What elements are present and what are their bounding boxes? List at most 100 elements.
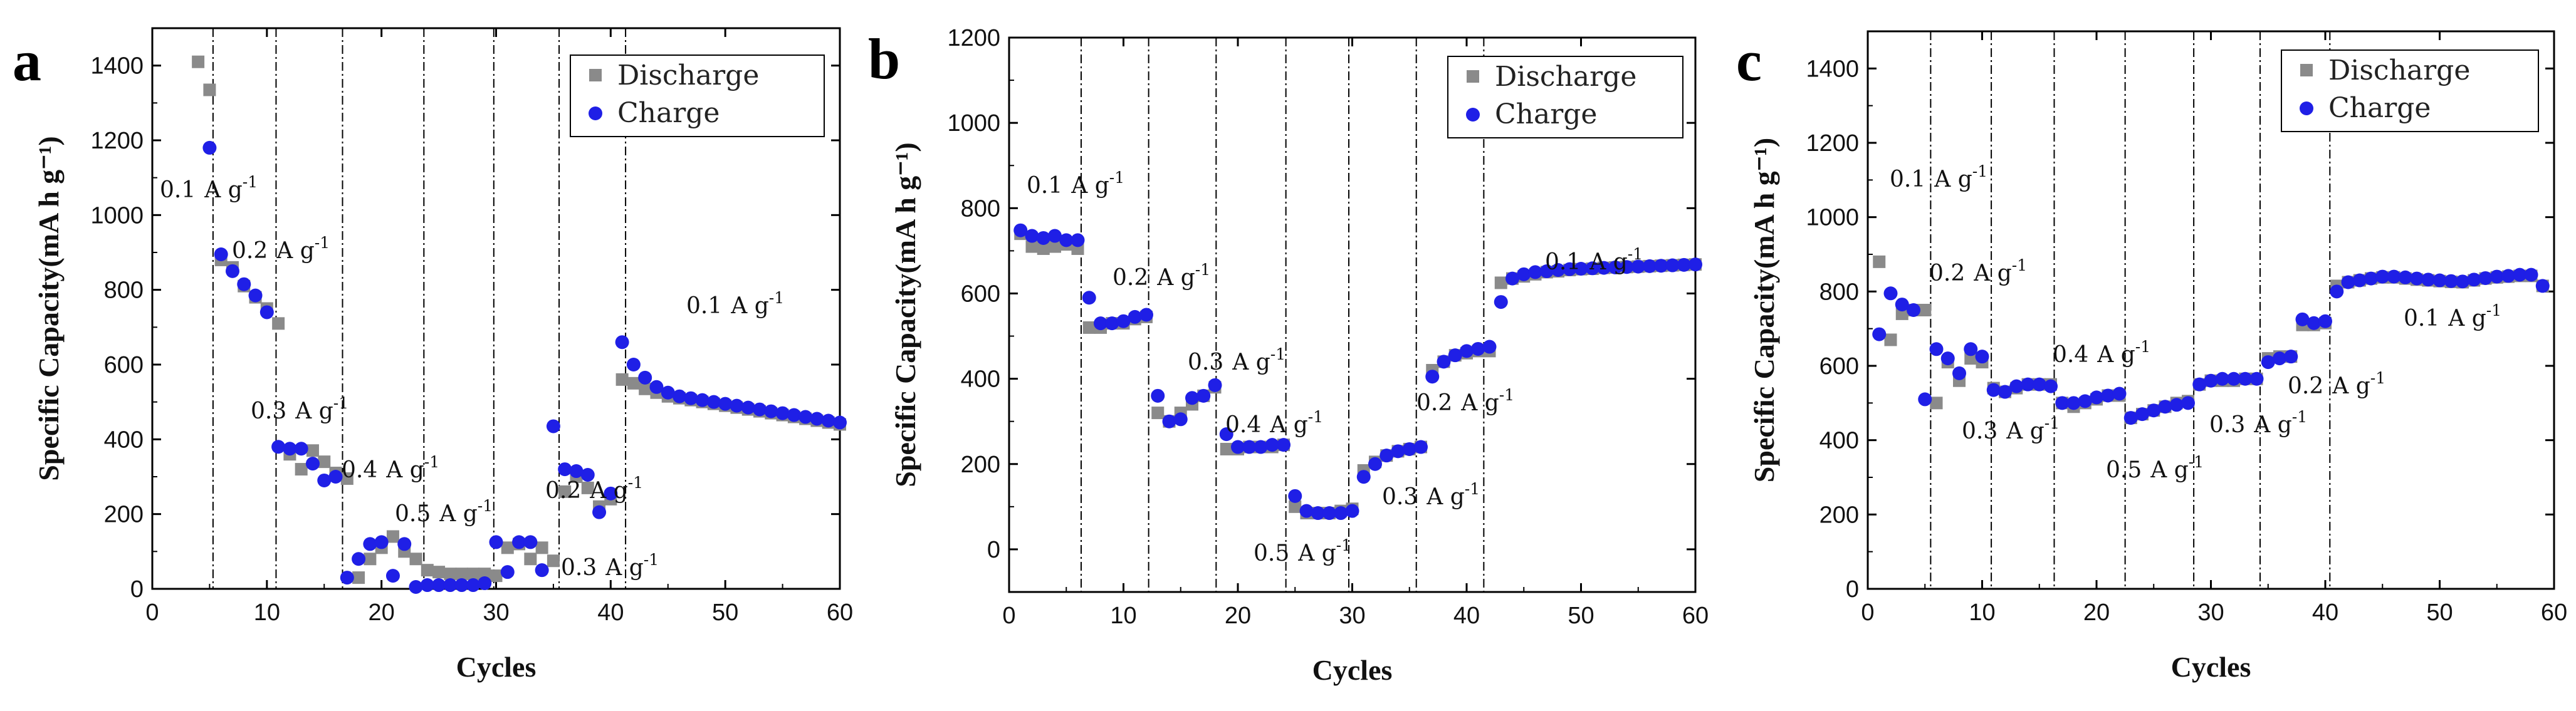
discharge-point [272,317,285,330]
charge-point [1482,340,1497,354]
y-tick-label: 800 [104,278,144,304]
charge-point [523,535,538,549]
charge-point [2456,274,2469,289]
rate-unit: A g [2332,373,2370,399]
rate-unit-exponent: -1 [1628,245,1643,263]
charge-point [2158,400,2172,414]
charge-point [2078,394,2092,408]
charge-point [2227,371,2241,386]
x-tick-label: 20 [2083,599,2110,626]
rate-annotation: 0.2 A g-1 [2288,369,2385,399]
charge-point [294,442,308,456]
charge-point [649,380,664,394]
charge-point [1334,506,1348,521]
charge-point [1620,260,1634,274]
charge-point [1689,257,1702,272]
rate-value: 0.4 [1225,412,1261,438]
charge-point [214,247,228,261]
rate-unit-exponent: -1 [1308,408,1323,426]
discharge-point [386,530,399,543]
x-tick-label: 10 [1110,603,1136,629]
rate-value: 0.1 [1545,249,1581,275]
rate-value: 0.4 [2053,342,2088,368]
charge-point [1907,303,1920,317]
rate-unit-exponent: -1 [2486,301,2501,319]
rate-annotation: 0.2 A g-1 [1929,256,2027,286]
charge-point [2352,273,2367,288]
charge-point [2513,267,2527,282]
charge-point [753,402,767,417]
charge-point [546,419,560,433]
charge-point [1288,489,1302,503]
rate-value: 0.1 [1027,173,1062,199]
y-tick-label: 1200 [1806,130,1859,157]
charge-point [202,140,217,155]
charge-point [305,457,320,471]
charge-point [1597,261,1611,275]
charge-point [1242,440,1257,454]
charge-point [2318,314,2332,328]
charge-point [2375,269,2390,284]
charge-point [1082,291,1096,305]
rate-annotation: 0.1 A g-1 [1027,169,1124,199]
rate-annotation: 0.3 A g-1 [561,551,659,581]
charge-point [673,389,687,403]
charge-point [352,552,366,566]
discharge-point [524,553,537,566]
charge-point [1265,438,1279,452]
legend-box [2281,49,2539,132]
charge-point [374,535,389,549]
charge-point [1196,388,1211,403]
rate-value: 0.3 [1382,484,1418,510]
rate-unit-exponent: -1 [2135,338,2150,356]
charge-point [2181,396,2195,410]
charge-point [1975,350,1989,364]
charge-point [1219,427,1233,442]
charge-point [1173,412,1188,427]
charge-point [2467,272,2481,287]
rate-unit: A g [1156,265,1195,291]
charge-point [2341,275,2355,289]
charge-point [1494,295,1508,309]
charge-point [1048,229,1062,243]
rate-unit-exponent: -1 [2370,369,2385,387]
rate-annotation: 0.1 A g-1 [1890,162,1987,192]
charge-point [1986,383,2001,397]
discharge-point [1037,242,1050,255]
rate-annotation: 0.3 A g-1 [1188,345,1285,375]
charge-point [833,415,847,430]
discharge-point [318,455,331,469]
discharge-point [306,444,319,457]
discharge-point [192,55,205,68]
rate-value: 0.2 [1113,265,1148,291]
charge-point [787,408,801,422]
x-tick-label: 60 [2541,599,2567,626]
charge-point [2410,271,2424,286]
x-tick-label: 10 [1969,599,1995,626]
charge-point [2238,371,2253,386]
charge-point [638,370,652,385]
rate-unit-exponent: -1 [1336,536,1351,554]
charge-point [512,535,526,549]
x-tick-label: 60 [1682,603,1709,629]
charge-point [1185,391,1199,405]
rate-annotation: 0.2 A g-1 [232,234,330,264]
charge-point [2204,373,2218,388]
charge-point [1677,257,1691,272]
charge-point [2123,411,2138,425]
rate-annotation: 0.1 A g-1 [1545,245,1643,275]
x-tick-label: 60 [827,599,853,626]
rate-value: 0.2 [1416,390,1452,416]
charge-point [764,404,778,418]
panel-a: a 0 10 20 30 40 50 600200400600800100012001400… [13,27,853,683]
x-tick-label: 10 [254,599,280,626]
charge-point [1574,261,1588,276]
rate-annotation: 0.1 A g-1 [686,289,784,319]
rate-value: 0.2 [1929,261,1965,286]
legend: Discharge Charge [2281,49,2539,132]
legend-discharge-label: Discharge [1495,61,1636,93]
discharge-point [1220,442,1233,455]
charge-point [1929,342,1944,356]
rate-value: 0.3 [251,398,286,424]
discharge-point [639,382,652,395]
